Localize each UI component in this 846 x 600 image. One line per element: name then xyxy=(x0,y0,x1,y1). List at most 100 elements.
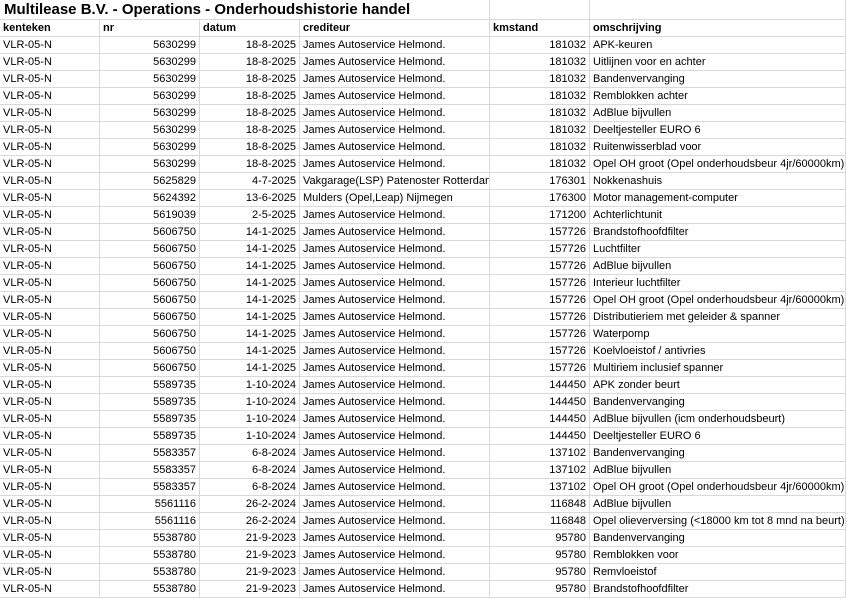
table-cell: VLR-05-N xyxy=(0,122,100,139)
table-cell: Bandenvervanging xyxy=(590,71,846,88)
table-cell: 5630299 xyxy=(100,71,200,88)
table-cell: 6-8-2024 xyxy=(200,479,300,496)
table-cell: 5561116 xyxy=(100,496,200,513)
table-cell: 5606750 xyxy=(100,292,200,309)
table-cell: VLR-05-N xyxy=(0,241,100,258)
table-cell: 1-10-2024 xyxy=(200,428,300,445)
table-cell: James Autoservice Helmond. xyxy=(300,224,490,241)
table-cell: James Autoservice Helmond. xyxy=(300,241,490,258)
table-cell: 14-1-2025 xyxy=(200,360,300,377)
table-cell: 181032 xyxy=(490,88,590,105)
table-cell: 181032 xyxy=(490,54,590,71)
table-cell: Bandenvervanging xyxy=(590,445,846,462)
column-header: kenteken xyxy=(0,20,100,37)
table-cell: 4-7-2025 xyxy=(200,173,300,190)
table-cell: 5589735 xyxy=(100,428,200,445)
table-cell: James Autoservice Helmond. xyxy=(300,292,490,309)
table-cell: Multiriem inclusief spanner xyxy=(590,360,846,377)
table-cell: VLR-05-N xyxy=(0,581,100,598)
table-cell: 5583357 xyxy=(100,445,200,462)
table-cell: 144450 xyxy=(490,428,590,445)
table-cell: Bandenvervanging xyxy=(590,530,846,547)
table-cell: James Autoservice Helmond. xyxy=(300,479,490,496)
table-cell: Remblokken achter xyxy=(590,88,846,105)
table-cell: 5589735 xyxy=(100,394,200,411)
table-cell: 5606750 xyxy=(100,241,200,258)
table-cell: 157726 xyxy=(490,224,590,241)
table-cell: 14-1-2025 xyxy=(200,309,300,326)
table-cell: James Autoservice Helmond. xyxy=(300,122,490,139)
table-cell: VLR-05-N xyxy=(0,224,100,241)
table-cell: 5606750 xyxy=(100,309,200,326)
table-cell: Waterpomp xyxy=(590,326,846,343)
table-cell: 21-9-2023 xyxy=(200,564,300,581)
table-cell: 14-1-2025 xyxy=(200,292,300,309)
table-cell: James Autoservice Helmond. xyxy=(300,37,490,54)
table-cell: Bandenvervanging xyxy=(590,394,846,411)
table-cell: AdBlue bijvullen xyxy=(590,105,846,122)
table-cell: 14-1-2025 xyxy=(200,241,300,258)
table-cell: Mulders (Opel,Leap) Nijmegen xyxy=(300,190,490,207)
table-cell: 181032 xyxy=(490,139,590,156)
table-cell: 157726 xyxy=(490,241,590,258)
table-cell: 157726 xyxy=(490,360,590,377)
table-cell: VLR-05-N xyxy=(0,547,100,564)
table-cell: 5561116 xyxy=(100,513,200,530)
table-cell: 157726 xyxy=(490,326,590,343)
table-cell: 18-8-2025 xyxy=(200,105,300,122)
table-cell: James Autoservice Helmond. xyxy=(300,326,490,343)
table-cell: APK-keuren xyxy=(590,37,846,54)
table-cell: 176300 xyxy=(490,190,590,207)
table-cell: 5583357 xyxy=(100,462,200,479)
table-cell: VLR-05-N xyxy=(0,496,100,513)
table-cell: 18-8-2025 xyxy=(200,71,300,88)
table-cell: Ruitenwisserblad voor xyxy=(590,139,846,156)
table-cell: 181032 xyxy=(490,71,590,88)
table-cell: 137102 xyxy=(490,445,590,462)
table-cell: James Autoservice Helmond. xyxy=(300,258,490,275)
table-cell: VLR-05-N xyxy=(0,173,100,190)
table-cell: 6-8-2024 xyxy=(200,462,300,479)
table-cell: 1-10-2024 xyxy=(200,411,300,428)
table-cell: 181032 xyxy=(490,156,590,173)
table-cell: VLR-05-N xyxy=(0,105,100,122)
table-cell: 116848 xyxy=(490,513,590,530)
table-cell: 171200 xyxy=(490,207,590,224)
table-cell: James Autoservice Helmond. xyxy=(300,343,490,360)
title-cell xyxy=(590,0,846,20)
table-cell: 14-1-2025 xyxy=(200,258,300,275)
table-cell: 18-8-2025 xyxy=(200,88,300,105)
table-cell: 5606750 xyxy=(100,258,200,275)
table-cell: 5538780 xyxy=(100,530,200,547)
table-cell: 21-9-2023 xyxy=(200,530,300,547)
table-cell: 5630299 xyxy=(100,37,200,54)
table-cell: VLR-05-N xyxy=(0,139,100,156)
column-header: omschrijving xyxy=(590,20,846,37)
table-cell: 5630299 xyxy=(100,139,200,156)
table-cell: VLR-05-N xyxy=(0,462,100,479)
table-cell: 5589735 xyxy=(100,411,200,428)
table-cell: 1-10-2024 xyxy=(200,394,300,411)
table-cell: 181032 xyxy=(490,37,590,54)
table-cell: 157726 xyxy=(490,258,590,275)
table-cell: 14-1-2025 xyxy=(200,343,300,360)
table-cell: VLR-05-N xyxy=(0,428,100,445)
table-cell: James Autoservice Helmond. xyxy=(300,88,490,105)
table-cell: 137102 xyxy=(490,479,590,496)
column-header: nr xyxy=(100,20,200,37)
table-cell: 157726 xyxy=(490,343,590,360)
table-cell: Remvloeistof xyxy=(590,564,846,581)
table-cell: James Autoservice Helmond. xyxy=(300,564,490,581)
table-cell: VLR-05-N xyxy=(0,411,100,428)
table-cell: James Autoservice Helmond. xyxy=(300,156,490,173)
table-cell: Nokkenashuis xyxy=(590,173,846,190)
table-cell: Remblokken voor xyxy=(590,547,846,564)
table-cell: James Autoservice Helmond. xyxy=(300,394,490,411)
table-cell: James Autoservice Helmond. xyxy=(300,411,490,428)
table-cell: VLR-05-N xyxy=(0,37,100,54)
table-cell: 14-1-2025 xyxy=(200,224,300,241)
table-cell: 18-8-2025 xyxy=(200,122,300,139)
table-cell: James Autoservice Helmond. xyxy=(300,377,490,394)
table-cell: Deeltjesteller EURO 6 xyxy=(590,122,846,139)
